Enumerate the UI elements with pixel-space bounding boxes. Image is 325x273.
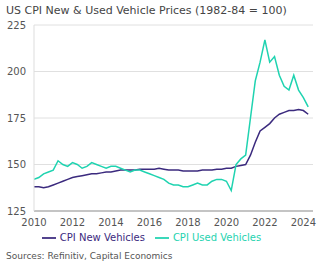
svg-text:2010: 2010: [21, 217, 46, 228]
svg-text:150: 150: [8, 159, 26, 170]
svg-text:2020: 2020: [214, 217, 239, 228]
svg-text:125: 125: [8, 206, 26, 217]
svg-text:2014: 2014: [98, 217, 123, 228]
svg-text:200: 200: [8, 66, 26, 77]
html-text:Sources: Refinitiv, Capital Ec: Sources: Refinitiv, Capital Economics: [6, 251, 173, 261]
html-text:US CPI New & Used Vehicle Pric: US CPI New & Used Vehicle Prices (1982-8…: [6, 4, 287, 17]
svg-text:2018: 2018: [175, 217, 200, 228]
svg-text:225: 225: [8, 20, 26, 31]
html-text:CPI New Vehicles: CPI New Vehicles: [59, 232, 145, 243]
svg-text:2012: 2012: [60, 217, 85, 228]
svg-text:2016: 2016: [137, 217, 162, 228]
svg-text:2022: 2022: [252, 217, 277, 228]
svg-text:2024: 2024: [291, 217, 316, 228]
svg-text:175: 175: [8, 113, 26, 124]
html-text:CPI Used Vehicles: CPI Used Vehicles: [172, 232, 262, 243]
